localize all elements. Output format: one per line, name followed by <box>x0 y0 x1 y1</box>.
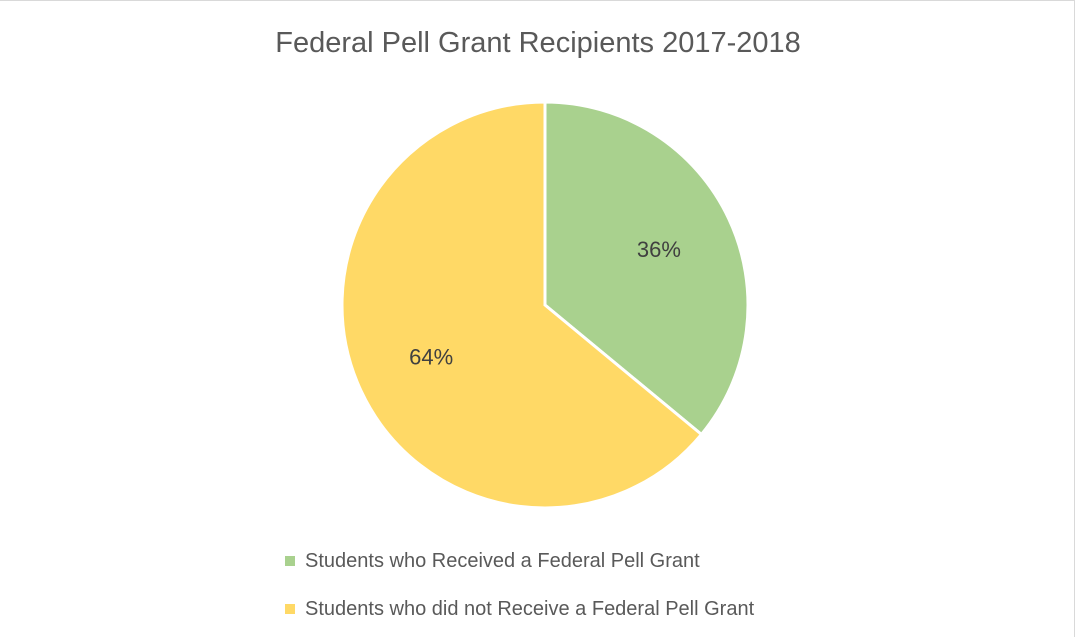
legend-item-received: Students who Received a Federal Pell Gra… <box>285 547 754 575</box>
pie-slice-not-received <box>340 100 704 510</box>
legend-label-not-received: Students who did not Receive a Federal P… <box>305 597 755 620</box>
chart-title: Federal Pell Grant Recipients 2017-2018 <box>275 27 801 59</box>
pie-slice-received <box>543 100 750 437</box>
data-label-received: 36% <box>637 237 681 262</box>
legend-swatch-not-received <box>285 604 295 614</box>
legend-swatch-received <box>285 556 295 566</box>
data-label-not-received: 64% <box>409 344 453 369</box>
legend-item-not-received: Students who did not Receive a Federal P… <box>285 595 754 623</box>
legend: Students who Received a Federal Pell Gra… <box>285 547 754 643</box>
legend-label-received: Students who Received a Federal Pell Gra… <box>305 549 700 572</box>
